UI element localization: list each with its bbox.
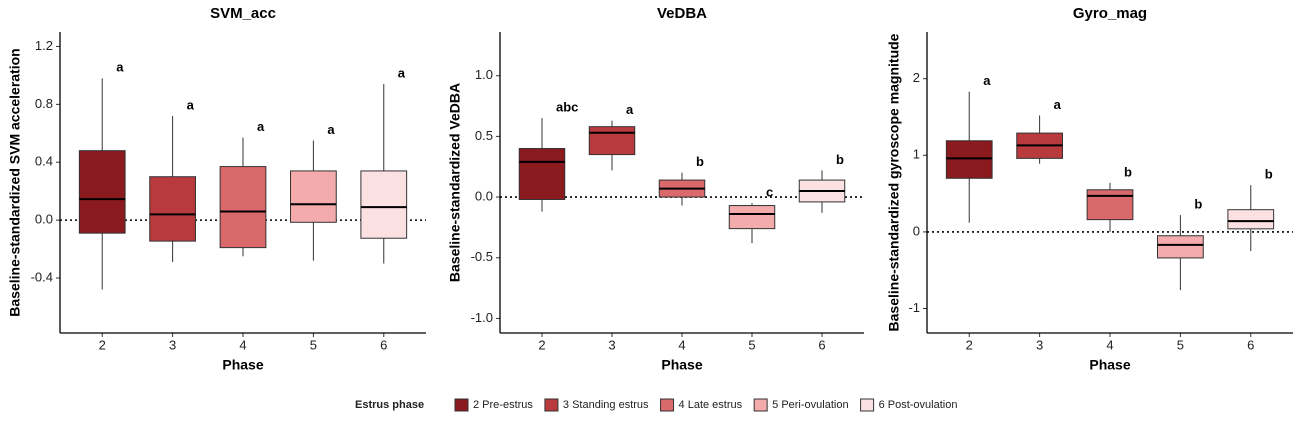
panel-title: Gyro_mag xyxy=(1073,5,1147,22)
legend-key xyxy=(753,398,768,412)
legend-title: Estrus phase xyxy=(355,399,424,411)
y-axis-label: Baseline-standardized SVM acceleration xyxy=(7,48,23,316)
legend-label: 6 Post-ovulation xyxy=(879,399,958,411)
y-tick-label: -0.5 xyxy=(471,249,493,264)
box xyxy=(360,170,408,239)
x-tick-label: 5 xyxy=(1177,337,1184,352)
x-tick-label: 5 xyxy=(310,337,317,352)
legend-key xyxy=(860,398,875,412)
y-tick-label: 0.5 xyxy=(475,128,493,143)
group-letter: a xyxy=(257,119,265,134)
y-tick-label: 2 xyxy=(913,70,920,85)
x-tick-label: 4 xyxy=(1106,337,1113,352)
box xyxy=(518,148,566,200)
group-letter: a xyxy=(983,73,991,88)
box xyxy=(1086,189,1134,221)
y-tick-label: 1.2 xyxy=(35,38,53,53)
y-tick-label: -1.0 xyxy=(471,310,493,325)
x-tick-label: 2 xyxy=(99,337,106,352)
x-tick-label: 6 xyxy=(380,337,387,352)
group-letter: a xyxy=(1054,97,1062,112)
box xyxy=(1227,209,1275,230)
legend-key xyxy=(544,398,559,412)
legend-label: 5 Peri-ovulation xyxy=(772,399,848,411)
panel: VeDBA Phase Baseline-standardized VeDBA -1.… xyxy=(447,5,864,373)
y-tick-label: 1.0 xyxy=(475,67,493,82)
x-tick-label: 3 xyxy=(1036,337,1043,352)
y-tick-label: -1 xyxy=(908,300,920,315)
group-letter: a xyxy=(187,97,195,112)
y-tick-label: 0 xyxy=(913,223,920,238)
y-axis-label: Baseline-standardized gyroscope magnitud… xyxy=(886,33,902,331)
x-tick-label: 5 xyxy=(748,337,755,352)
group-letter: b xyxy=(1194,196,1202,211)
x-tick-label: 3 xyxy=(608,337,615,352)
group-letter: a xyxy=(116,60,124,75)
legend-label: 3 Standing estrus xyxy=(563,399,649,411)
box xyxy=(290,170,337,223)
group-letter: b xyxy=(1265,167,1273,182)
group-letter: a xyxy=(626,102,634,117)
y-tick-label: 0.0 xyxy=(35,212,53,227)
legend-key xyxy=(454,398,469,412)
panel-title: SVM_acc xyxy=(210,5,276,22)
box xyxy=(728,205,776,230)
box xyxy=(219,166,267,249)
legend-label: 2 Pre-estrus xyxy=(473,399,533,411)
y-axis-label: Baseline-standardized VeDBA xyxy=(447,83,463,282)
x-axis-label: Phase xyxy=(661,357,702,373)
x-tick-label: 4 xyxy=(678,337,685,352)
x-axis-label: Phase xyxy=(1089,357,1130,373)
box xyxy=(149,176,196,242)
group-letter: b xyxy=(1124,164,1132,179)
x-tick-label: 6 xyxy=(818,337,825,352)
box xyxy=(1157,235,1204,259)
panel-title: VeDBA xyxy=(657,5,707,22)
x-tick-label: 6 xyxy=(1247,337,1254,352)
group-letter: b xyxy=(836,152,844,167)
x-tick-label: 3 xyxy=(169,337,176,352)
group-letter: b xyxy=(696,154,704,169)
x-tick-label: 2 xyxy=(966,337,973,352)
legend-key xyxy=(660,398,675,412)
group-letter: a xyxy=(398,66,406,81)
y-tick-label: 0.8 xyxy=(35,96,53,111)
y-tick-label: 1 xyxy=(913,147,920,162)
box xyxy=(945,140,993,179)
group-letter: c xyxy=(766,185,773,200)
box xyxy=(78,150,126,234)
x-axis-label: Phase xyxy=(222,357,263,373)
box xyxy=(588,126,636,156)
y-tick-label: 0.4 xyxy=(35,154,53,169)
panel: SVM_acc Phase Baseline-standardized SVM ac… xyxy=(7,5,426,373)
group-letter: a xyxy=(327,122,335,137)
panel: Gyro_mag Phase Baseline-standardized gyros… xyxy=(886,5,1293,373)
group-letter: abc xyxy=(556,100,578,115)
x-tick-label: 2 xyxy=(538,337,545,352)
legend: Estrus phase 2 Pre-estrus 3 Standing estru… xyxy=(355,398,958,412)
legend-label: 4 Late estrus xyxy=(679,399,743,411)
y-tick-label: -0.4 xyxy=(31,269,53,284)
x-tick-label: 4 xyxy=(239,337,246,352)
y-tick-label: 0.0 xyxy=(475,189,493,204)
